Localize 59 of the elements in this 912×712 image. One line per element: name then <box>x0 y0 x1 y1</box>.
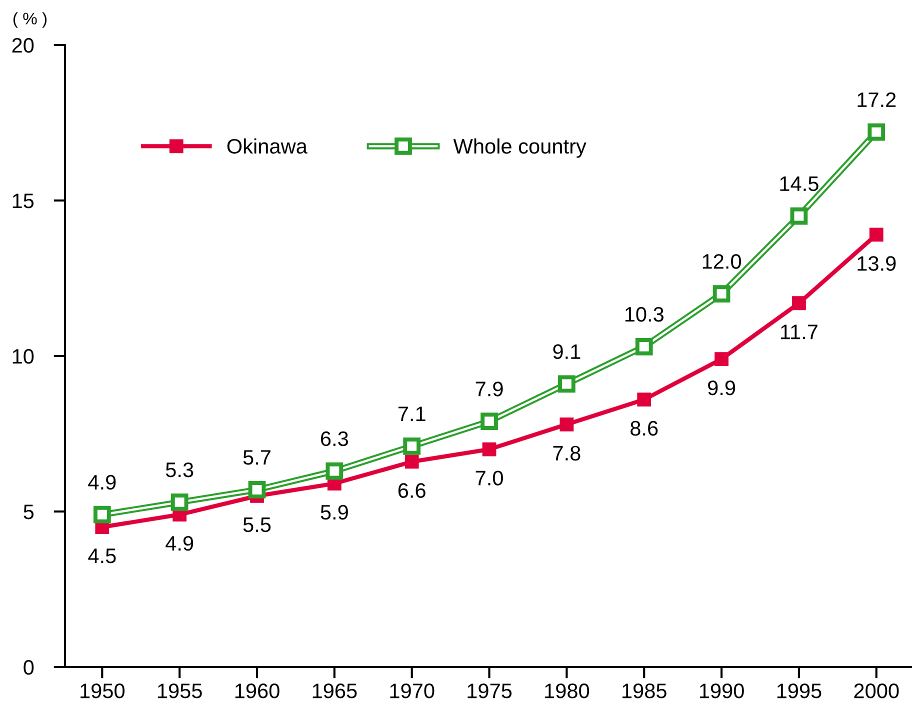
point <box>790 207 808 225</box>
x-tick-label: 1970 <box>390 684 434 698</box>
point <box>792 296 806 310</box>
data-label: 14.5 <box>780 176 818 192</box>
data-label: 17.2 <box>858 92 896 107</box>
x-tick-label: 1960 <box>235 684 280 698</box>
data-label: 4.9 <box>166 536 194 551</box>
point <box>326 462 344 480</box>
x-tick-label: 1980 <box>545 684 590 698</box>
point <box>403 438 421 455</box>
point <box>404 454 419 469</box>
legend-label: Whole country <box>453 138 586 158</box>
point <box>869 228 884 242</box>
data-label: 13.9 <box>858 256 896 271</box>
point <box>712 285 730 302</box>
point <box>248 481 266 498</box>
x-tick-label: 1955 <box>158 684 202 698</box>
data-label: 8.6 <box>630 420 658 436</box>
point <box>480 412 498 430</box>
data-label: 5.3 <box>166 462 194 478</box>
x-tick-label: 2000 <box>854 684 899 698</box>
x-tick-label: 1965 <box>312 684 357 698</box>
point <box>93 506 111 524</box>
data-label: 7.1 <box>398 406 426 422</box>
data-label: 7.9 <box>476 382 503 396</box>
data-label: 7.0 <box>476 470 503 486</box>
point <box>637 392 652 406</box>
data-label: 9.1 <box>553 344 580 360</box>
data-label: 10.3 <box>625 306 664 322</box>
data-label: 6.3 <box>321 431 348 446</box>
x-tick-label: 1990 <box>700 684 744 698</box>
y-tick-label: 20 <box>12 38 34 53</box>
point <box>482 442 496 456</box>
point <box>170 493 188 511</box>
data-label: 12.0 <box>702 254 741 269</box>
point <box>635 338 653 356</box>
x-tick-label: 1985 <box>622 684 666 698</box>
legend-label: Okinawa <box>227 138 308 154</box>
y-tick-label: 0 <box>24 660 34 675</box>
point <box>558 375 576 393</box>
point <box>560 417 574 432</box>
data-label: 7.8 <box>553 446 580 461</box>
point <box>868 123 886 141</box>
point <box>714 352 728 366</box>
y-axis-title: ( % ) <box>13 12 47 28</box>
y-tick-label: 5 <box>24 504 34 520</box>
data-label: 9.9 <box>708 380 736 396</box>
data-label: 11.7 <box>781 324 818 340</box>
y-tick-label: 15 <box>12 194 34 208</box>
data-label: 6.6 <box>398 483 426 498</box>
data-label: 5.7 <box>243 450 270 465</box>
data-label: 4.9 <box>88 474 116 490</box>
x-tick-label: 1995 <box>777 684 822 698</box>
x-tick-label: 1950 <box>80 684 125 698</box>
y-tick-label: 10 <box>12 349 34 364</box>
data-label: 5.5 <box>243 518 271 532</box>
x-tick-label: 1975 <box>468 684 512 698</box>
data-label: 5.9 <box>320 504 348 520</box>
data-label: 4.5 <box>88 548 116 564</box>
